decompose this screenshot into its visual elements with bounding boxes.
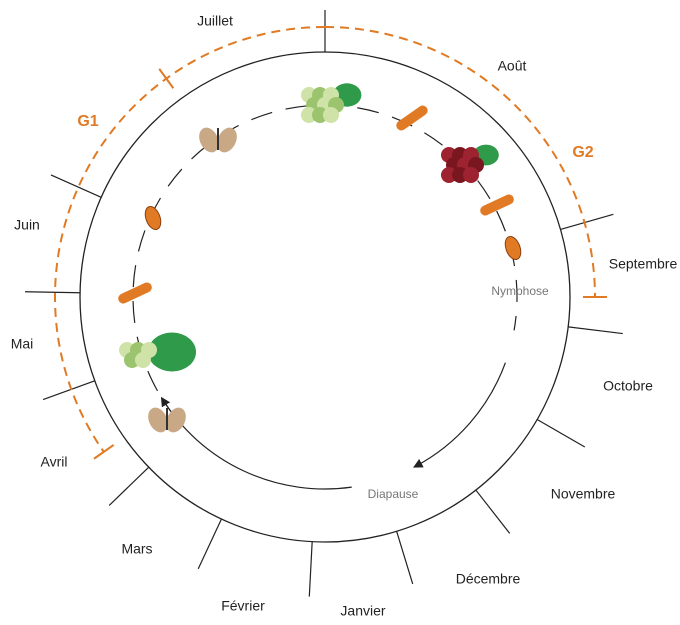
grape xyxy=(323,107,339,123)
generation-label: G2 xyxy=(572,144,593,161)
month-tick xyxy=(561,214,614,229)
cycle-arrow xyxy=(162,399,352,489)
month-tick xyxy=(476,490,510,533)
month-label: Février xyxy=(221,598,265,614)
month-tick xyxy=(109,467,149,505)
larva xyxy=(479,193,516,217)
cycle-arrow xyxy=(415,363,505,467)
month-tick xyxy=(537,420,585,448)
generation-label: G1 xyxy=(77,113,98,130)
grape xyxy=(135,352,151,368)
month-tick xyxy=(397,531,413,584)
month-label: Juin xyxy=(14,217,40,233)
month-label: Janvier xyxy=(340,603,385,619)
month-label: Mars xyxy=(121,541,152,557)
g-tick xyxy=(159,69,173,88)
month-label: Août xyxy=(498,58,527,74)
month-label: Avril xyxy=(41,454,68,470)
month-label: Novembre xyxy=(551,486,616,502)
month-label: Décembre xyxy=(456,571,521,587)
month-tick xyxy=(568,327,623,334)
g1-arc xyxy=(55,27,325,452)
g-tick xyxy=(94,445,114,459)
larva xyxy=(394,104,429,133)
pupa xyxy=(142,204,163,231)
pupa xyxy=(502,234,523,261)
month-tick xyxy=(309,542,312,597)
month-tick xyxy=(25,292,80,293)
stage-label: Nymphose xyxy=(491,284,549,298)
month-tick xyxy=(198,519,221,569)
month-label: Septembre xyxy=(609,256,678,272)
month-label: Juillet xyxy=(197,13,233,29)
larva xyxy=(117,281,154,305)
grape xyxy=(463,167,479,183)
month-label: Mai xyxy=(11,336,34,352)
month-label: Octobre xyxy=(603,378,653,394)
life-cycle xyxy=(117,83,524,489)
cycle-diagram: Juillet Août Septembre Octobre Novembre … xyxy=(0,0,680,620)
stage-label: Diapause xyxy=(368,487,419,501)
